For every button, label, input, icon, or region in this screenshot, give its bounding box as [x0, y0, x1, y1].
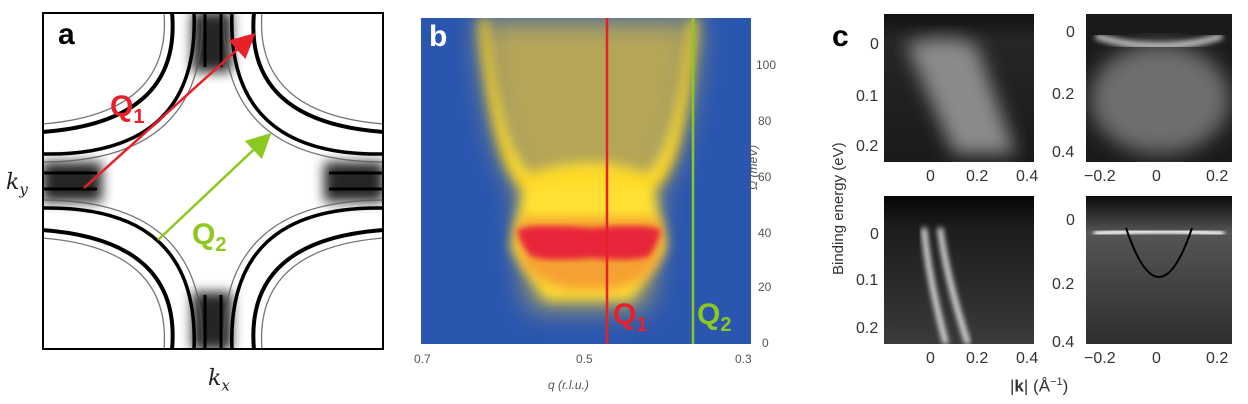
q2-label-b: Q2: [697, 298, 732, 336]
c-tr-ytick-2: 0.4: [1052, 144, 1075, 161]
c-bl-ytick-0: 0: [870, 226, 879, 243]
panel-a-letter: a: [58, 18, 75, 51]
b-ytick-2: 40: [758, 226, 772, 240]
c-tr-ytick-1: 0.2: [1052, 86, 1075, 103]
panel-a-x-axis-label: kx: [208, 366, 230, 395]
b-xaxis-label: q (r.l.u.): [548, 378, 589, 392]
c-br-xtick-1: 0: [1152, 350, 1161, 367]
c-tr-xtick-2: 0.2: [1206, 168, 1229, 185]
c-tl-xtick-2: 0.4: [1016, 168, 1039, 185]
arpes-bottom-left: [884, 196, 1034, 345]
c-br-xtick-2: 0.2: [1206, 350, 1229, 367]
b-xtick-0: 0.7: [414, 352, 431, 366]
b-ytick-0: 0: [762, 336, 769, 350]
c-tl-xtick-1: 0.2: [966, 168, 989, 185]
q2-vector-arrow: [157, 132, 272, 241]
c-bl-xtick-1: 0.2: [966, 350, 989, 367]
arpes-top-right: [1086, 14, 1232, 162]
panel-a: a Q1 Q2: [42, 12, 384, 350]
c-tr-ytick-0: 0: [1066, 24, 1075, 41]
b-xtick-2: 0.3: [735, 352, 752, 366]
c-tl-xtick-0: 0: [926, 168, 935, 185]
arpes-top-left: [884, 14, 1034, 162]
c-tl-ytick-1: 0.1: [856, 88, 879, 105]
c-tr-xtick-0: −0.2: [1084, 168, 1116, 185]
fermi-surface-plot: [42, 12, 384, 350]
arpes-bottom-right: [1086, 196, 1232, 344]
c-tl-ytick-2: 0.2: [856, 138, 879, 155]
panel-c-x-axis-label: |k| (Å−1): [1010, 376, 1069, 396]
b-ytick-3: 60: [758, 170, 772, 184]
c-br-ytick-0: 0: [1066, 212, 1075, 229]
q1-vector-arrow: [83, 32, 256, 189]
c-br-xtick-0: −0.2: [1084, 350, 1116, 367]
q1-label-a: Q1: [110, 90, 145, 128]
panel-b-letter: b: [429, 20, 448, 53]
panel-a-y-axis-label: ky: [6, 170, 28, 199]
panel-c-y-axis-label: Binding energy (eV): [830, 142, 847, 275]
spin-excitation-heatmap: [421, 18, 751, 344]
c-bl-ytick-2: 0.2: [856, 320, 879, 337]
c-tl-ytick-0: 0: [870, 36, 879, 53]
b-ytick-5: 100: [756, 58, 777, 72]
q2-label-a: Q2: [192, 218, 227, 256]
c-bl-ytick-1: 0.1: [856, 272, 879, 289]
c-bl-xtick-0: 0: [926, 350, 935, 367]
c-tr-xtick-1: 0: [1152, 168, 1161, 185]
c-br-ytick-1: 0.2: [1052, 276, 1075, 293]
b-yaxis-label: Ω (meV): [746, 144, 760, 190]
b-ytick-4: 80: [758, 114, 772, 128]
panel-c-letter: c: [832, 20, 849, 53]
q1-label-b: Q1: [613, 298, 648, 336]
c-br-ytick-2: 0.4: [1052, 334, 1075, 351]
parabola-fit-curve: [1125, 227, 1193, 278]
b-xtick-1: 0.5: [576, 352, 593, 366]
panel-b: b Q1 Q2: [421, 18, 751, 344]
c-bl-xtick-2: 0.4: [1016, 350, 1039, 367]
b-ytick-1: 20: [758, 280, 772, 294]
